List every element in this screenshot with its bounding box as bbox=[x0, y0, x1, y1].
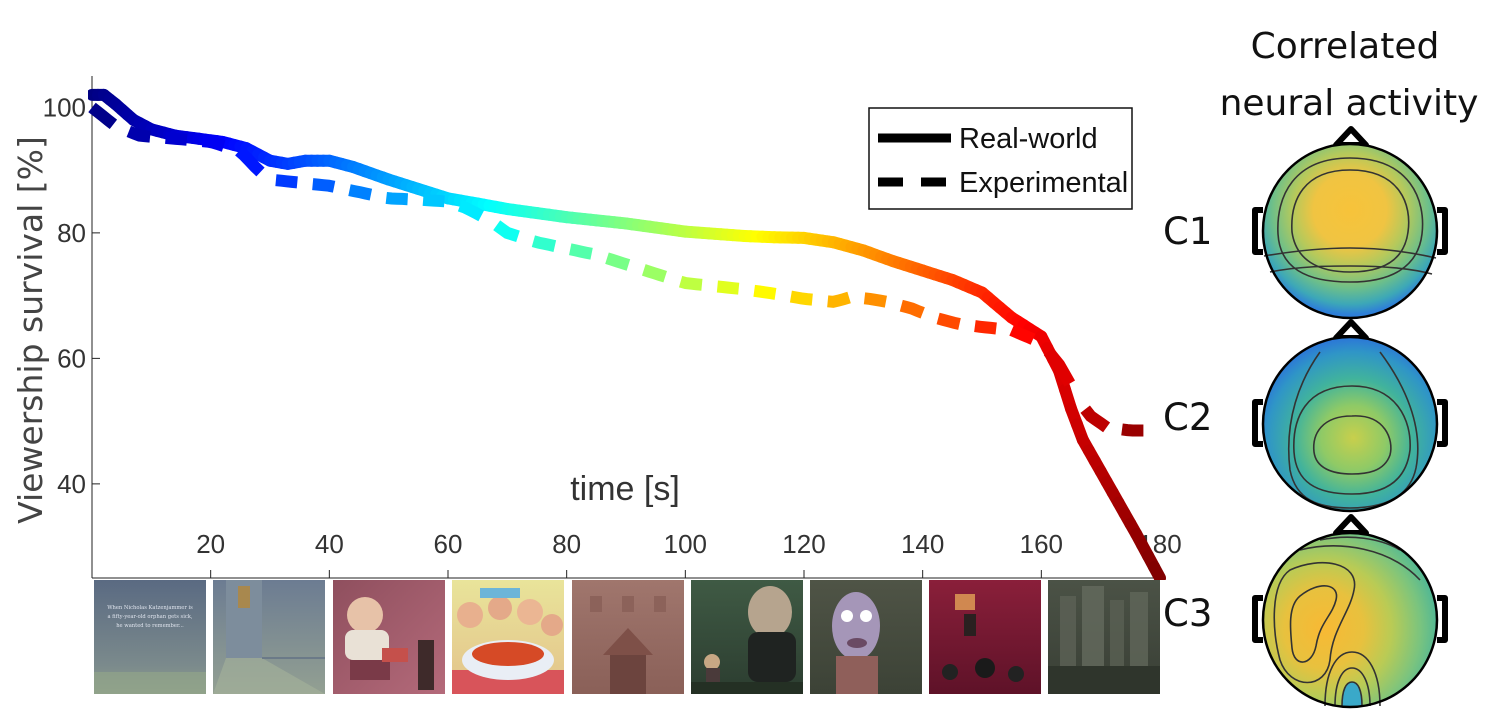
legend-label-real-world: Real-world bbox=[959, 123, 1098, 155]
y-tick-label: 80 bbox=[57, 218, 86, 248]
frame-3 bbox=[333, 580, 445, 694]
video-frames-strip: When Nicholas Katzenjammer is a fifty-ye… bbox=[94, 580, 1160, 694]
experimental-line-dash bbox=[165, 131, 188, 146]
series-experimental bbox=[88, 102, 1144, 437]
experimental-line-dash bbox=[1121, 423, 1144, 437]
x-tick-label: 100 bbox=[664, 529, 707, 559]
experimental-line-dash bbox=[863, 292, 887, 308]
experimental-line-dash bbox=[422, 193, 445, 208]
experimental-line-dash bbox=[605, 252, 631, 271]
frame-2 bbox=[213, 580, 325, 694]
head-topomap-c3 bbox=[1252, 514, 1448, 709]
experimental-line-dash bbox=[201, 135, 226, 152]
legend-label-experimental: Experimental bbox=[959, 167, 1128, 199]
experimental-line-dash bbox=[716, 280, 740, 295]
experimental-line-dash bbox=[753, 284, 777, 300]
y-tick-label: 100 bbox=[43, 92, 86, 122]
experimental-line-dash bbox=[385, 191, 409, 206]
experimental-line-dash bbox=[1009, 324, 1036, 345]
x-tick-label: 60 bbox=[434, 529, 463, 559]
experimental-line-dash bbox=[1080, 405, 1111, 433]
x-axis-label: time [s] bbox=[570, 470, 680, 508]
experimental-line-dash bbox=[936, 312, 961, 330]
y-tick-label: 40 bbox=[57, 469, 86, 499]
frame-1-caption-line-1: When Nicholas Katzenjammer is bbox=[107, 605, 193, 611]
experimental-line-dash bbox=[827, 291, 851, 308]
x-tick-label: 20 bbox=[196, 529, 225, 559]
x-tick-label: 120 bbox=[782, 529, 825, 559]
experimental-line-dash bbox=[974, 320, 997, 335]
component-label-c2: C2 bbox=[1163, 396, 1212, 439]
frame-1: When Nicholas Katzenjammer is a fifty-ye… bbox=[94, 580, 206, 694]
frame-1-caption-line-2: a fifty-year-old orphan gets sick, bbox=[107, 614, 192, 620]
experimental-line-dash bbox=[899, 299, 925, 319]
component-label-c1: C1 bbox=[1163, 210, 1212, 253]
experimental-line-dash bbox=[348, 184, 373, 201]
experimental-line-dash bbox=[641, 264, 668, 283]
experimental-line-dash bbox=[569, 243, 593, 260]
frame-4 bbox=[452, 580, 564, 694]
head-topomap-c1 bbox=[1252, 126, 1448, 320]
frame-8 bbox=[929, 580, 1041, 694]
frame-5 bbox=[572, 580, 684, 694]
experimental-line-dash bbox=[126, 125, 151, 143]
head-topomap-c2 bbox=[1252, 319, 1448, 513]
experimental-line-dash bbox=[88, 102, 118, 130]
series-real-world bbox=[88, 88, 1166, 580]
frame-6 bbox=[691, 580, 803, 694]
experimental-line-dash bbox=[493, 220, 520, 243]
frame-7 bbox=[810, 580, 922, 694]
experimental-line-dash bbox=[312, 178, 336, 193]
x-ticks: 20 40 60 80 100 120 140 160 180 bbox=[196, 529, 1182, 578]
component-label-c3: C3 bbox=[1163, 592, 1212, 635]
side-panel-title-line-1: Correlated bbox=[1251, 26, 1440, 67]
experimental-line-dash bbox=[457, 200, 485, 222]
x-tick-label: 140 bbox=[901, 529, 944, 559]
y-axis-label: Viewership survival [%] bbox=[11, 136, 50, 524]
x-tick-label: 40 bbox=[315, 529, 344, 559]
y-tick-label: 60 bbox=[57, 343, 86, 373]
x-tick-label: 160 bbox=[1020, 529, 1063, 559]
frame-9 bbox=[1048, 580, 1160, 694]
legend: Real-world Experimental bbox=[868, 107, 1133, 210]
experimental-line-dash bbox=[235, 146, 265, 177]
experimental-line-dash bbox=[531, 235, 557, 252]
y-ticks: 40 60 80 100 bbox=[43, 92, 100, 499]
experimental-line-dash bbox=[789, 290, 813, 306]
experimental-line-dash bbox=[275, 174, 298, 189]
side-panel-title-line-2: neural activity bbox=[1220, 83, 1479, 124]
experimental-line-dash bbox=[678, 275, 703, 291]
frame-1-caption-line-3: he wanted to remember... bbox=[116, 623, 184, 629]
real-world-line-segment bbox=[1148, 561, 1166, 580]
experimental-line-dash bbox=[1043, 347, 1076, 387]
legend-box bbox=[868, 107, 1133, 210]
correlated-neural-activity-panel: Correlated neural activity C1 C2 bbox=[1163, 26, 1479, 709]
x-tick-label: 80 bbox=[552, 529, 581, 559]
